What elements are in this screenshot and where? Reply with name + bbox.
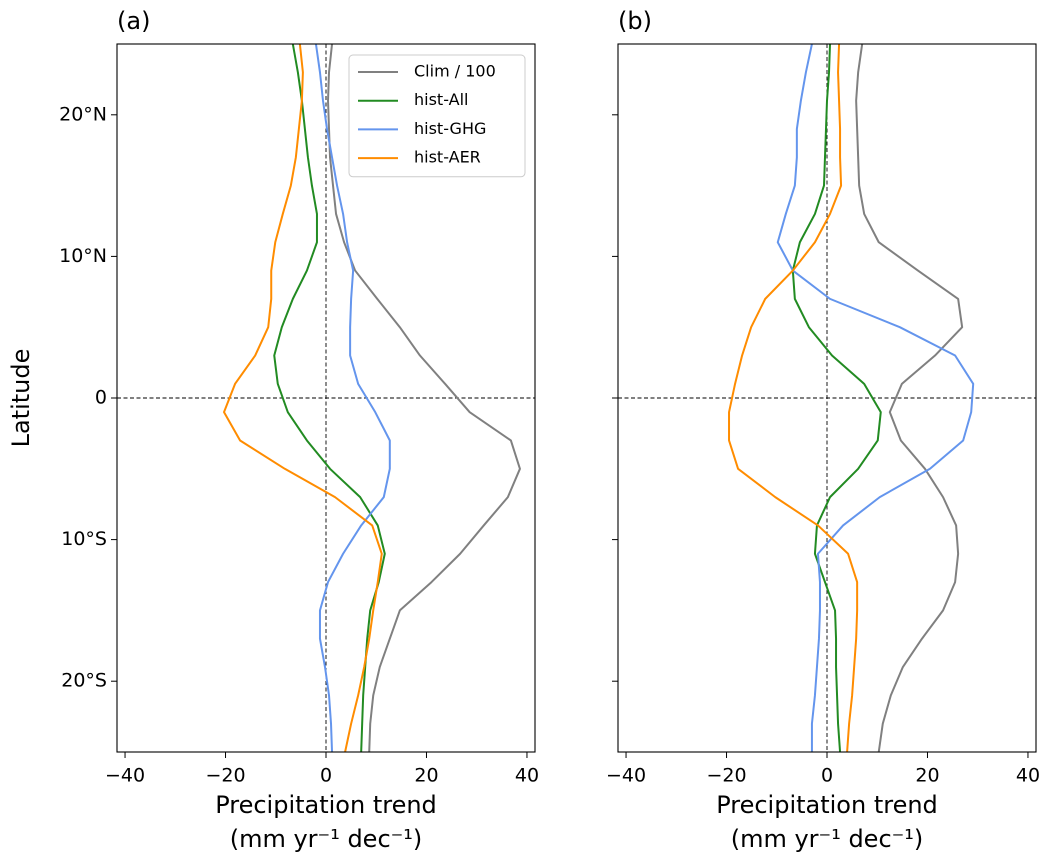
- series-line: [223, 43, 383, 753]
- y-tick-label: 10°S: [61, 528, 107, 550]
- x-tick-label: −40: [606, 765, 646, 787]
- x-tick-label: 0: [821, 765, 833, 787]
- legend-label: hist-AER: [414, 148, 481, 167]
- x-tick-label: −40: [105, 765, 145, 787]
- legend-label: hist-GHG: [414, 119, 486, 138]
- series-line: [791, 43, 882, 753]
- x-tick-label: 0: [320, 765, 332, 787]
- x-axis-label: (mm yr⁻¹ dec⁻¹): [731, 825, 924, 853]
- panel-title: (a): [117, 7, 150, 35]
- series-line: [273, 43, 386, 753]
- series-line: [314, 43, 391, 753]
- x-tick-label: 40: [1016, 765, 1040, 787]
- x-axis-label: Precipitation trend: [716, 791, 938, 819]
- panel-title: (b): [618, 7, 652, 35]
- x-axis-label: (mm yr⁻¹ dec⁻¹): [230, 825, 423, 853]
- series-line: [728, 43, 859, 753]
- y-tick-label: 0: [95, 387, 107, 409]
- x-tick-label: 20: [414, 765, 438, 787]
- legend-label: Clim / 100: [414, 62, 496, 81]
- x-tick-label: −20: [205, 765, 245, 787]
- series-line: [776, 43, 975, 752]
- x-tick-label: 20: [915, 765, 939, 787]
- y-tick-label: 10°N: [59, 245, 107, 267]
- x-tick-label: −20: [706, 765, 746, 787]
- legend-box: [348, 54, 526, 178]
- series-line: [855, 43, 964, 753]
- y-axis-label: Latitude: [7, 349, 35, 448]
- x-tick-label: 40: [515, 765, 539, 787]
- series-line: [327, 43, 521, 753]
- y-tick-label: 20°N: [59, 103, 107, 125]
- legend-label: hist-All: [414, 90, 468, 109]
- y-tick-label: 20°S: [61, 670, 107, 692]
- x-axis-label: Precipitation trend: [215, 791, 437, 819]
